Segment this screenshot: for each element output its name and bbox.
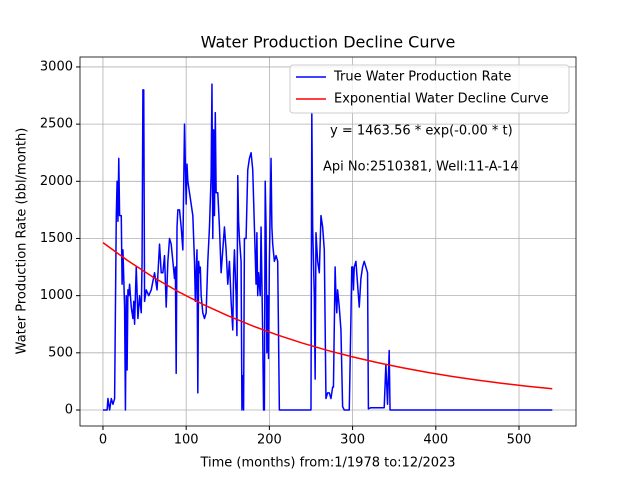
annotation: y = 1463.56 * exp(-0.00 * t) [330,124,513,139]
legend-label: True Water Production Rate [333,70,511,85]
x-tick-label: 400 [423,433,448,448]
x-tick-label: 500 [507,433,532,448]
y-axis-label: Water Production Rate (bbl/month) [15,128,30,355]
y-tick-label: 3000 [40,59,73,74]
data-line [102,242,553,390]
legend-box [289,64,570,114]
y-tick-label: 1500 [40,231,73,246]
y-tick-label: 2500 [40,117,73,132]
y-tick-label: 0 [65,402,73,417]
x-tick-label: 100 [174,433,199,448]
x-tick-label: 300 [340,433,365,448]
annotation: Api No:2510381, Well:11-A-14 [323,160,519,175]
y-tick-label: 1000 [40,288,73,303]
legend-label: Exponential Water Decline Curve [334,92,549,107]
plot-frame [79,56,577,427]
x-tick-label: 200 [257,433,282,448]
chart-title: Water Production Decline Curve [201,33,456,52]
y-tick-label: 500 [48,345,73,360]
data-line [102,83,553,411]
x-axis-label: Time (months) from:1/1978 to:12/2023 [199,456,455,471]
y-tick-label: 2000 [40,174,73,189]
x-tick-label: 0 [99,433,107,448]
